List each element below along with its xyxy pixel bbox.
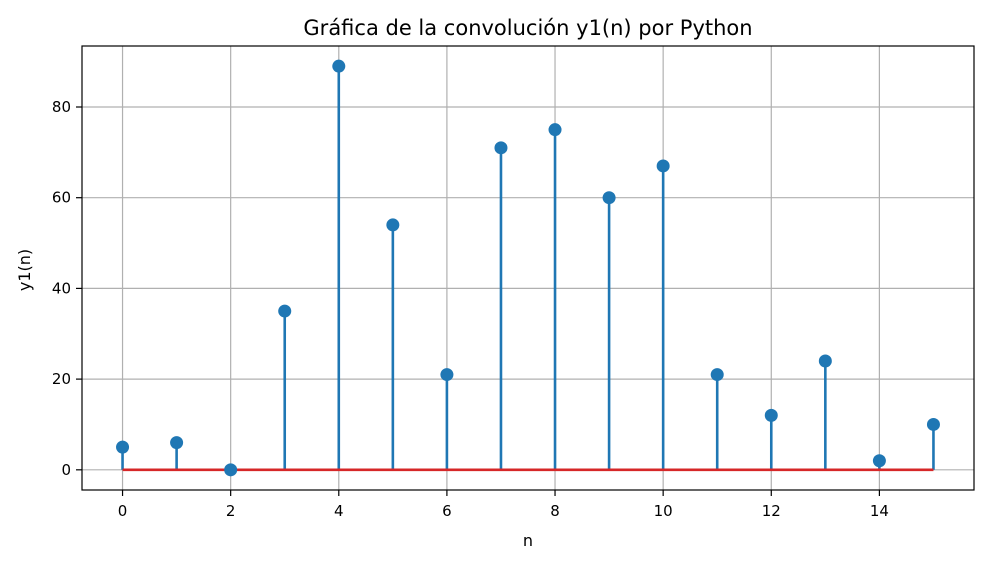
y-tick-label: 80 — [52, 98, 71, 116]
y-axis-label: y1(n) — [15, 249, 34, 291]
stem-marker — [116, 440, 130, 454]
stem-marker — [386, 218, 400, 232]
chart-title: Gráfica de la convolución y1(n) por Pyth… — [303, 16, 752, 40]
stem-marker — [926, 417, 940, 431]
y-ticks: 0 20 40 60 80 — [52, 98, 82, 479]
x-tick-label: 14 — [870, 502, 889, 520]
stem-marker — [332, 59, 346, 73]
x-axis-label: n — [523, 531, 533, 550]
x-tick-label: 12 — [762, 502, 781, 520]
x-tick-label: 8 — [550, 502, 560, 520]
stem-marker — [494, 141, 508, 155]
markers — [116, 59, 940, 477]
stem-marker — [440, 368, 454, 382]
stem-marker — [818, 354, 832, 368]
x-ticks: 0 2 4 6 8 10 12 14 — [118, 490, 889, 520]
plot-area-frame — [81, 45, 975, 491]
stem-marker — [224, 463, 238, 477]
x-tick-label: 4 — [334, 502, 344, 520]
y-tick-label: 0 — [61, 461, 71, 479]
stem-marker — [710, 368, 724, 382]
stem-marker — [170, 436, 184, 450]
y-tick-label: 20 — [52, 370, 71, 388]
stem-marker — [656, 159, 670, 173]
y-tick-label: 60 — [52, 189, 71, 207]
stem-marker — [764, 408, 778, 422]
stem-marker — [278, 304, 292, 318]
x-tick-label: 2 — [226, 502, 236, 520]
x-tick-label: 6 — [442, 502, 452, 520]
x-tick-label: 10 — [654, 502, 673, 520]
stem-marker — [872, 454, 886, 468]
stem-marker — [602, 191, 616, 205]
stem-marker — [548, 123, 562, 137]
x-tick-label: 0 — [118, 502, 128, 520]
y-tick-label: 40 — [52, 279, 71, 297]
